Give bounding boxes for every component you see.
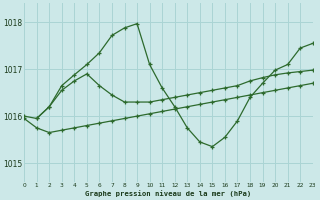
X-axis label: Graphe pression niveau de la mer (hPa): Graphe pression niveau de la mer (hPa) xyxy=(85,190,252,197)
